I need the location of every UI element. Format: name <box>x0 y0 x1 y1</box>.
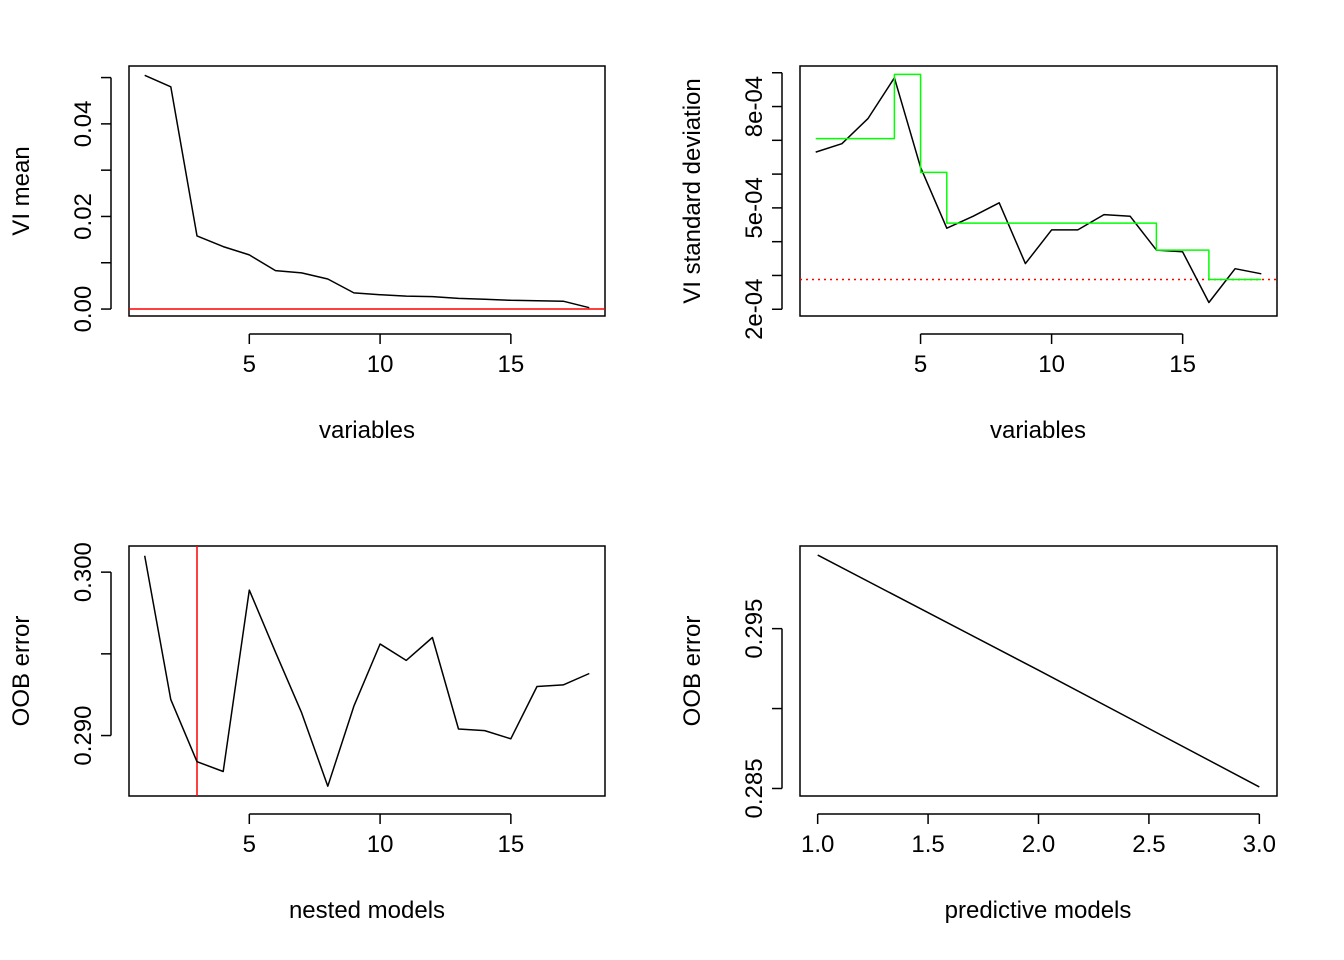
y-axis-label: VI standard deviation <box>679 78 706 303</box>
series-line <box>143 555 590 787</box>
step-series-line <box>815 73 1262 281</box>
x-tick-label: 15 <box>1169 351 1196 378</box>
x-tick-label: 2.0 <box>1022 831 1055 858</box>
y-axis-label: OOB error <box>679 616 706 727</box>
x-tick-label: 15 <box>497 831 524 858</box>
axis-ticks: 5 10 15 2e-04 5e-04 8e-04 <box>741 72 1196 378</box>
series-line <box>817 554 1260 788</box>
axis-ticks: 5 10 15 0.290 0.300 <box>70 542 524 858</box>
y-axis-label: OOB error <box>8 616 35 727</box>
y-tick-label: 0.02 <box>70 193 97 240</box>
x-tick-label: 3.0 <box>1243 831 1276 858</box>
y-tick-label: 0.290 <box>70 706 97 766</box>
axis-ticks: 1.0 1.5 2.0 2.5 3.0 0.285 0.295 <box>741 599 1276 858</box>
panel-nested-models-oob-error: 5 10 15 0.290 0.300 nested models OOB error <box>8 542 606 924</box>
y-axis-label: VI mean <box>8 146 35 235</box>
series-line <box>144 74 590 309</box>
data-marks <box>129 74 605 310</box>
series-line <box>815 77 1262 304</box>
x-tick-label: 5 <box>243 351 256 378</box>
y-tick-label: 5e-04 <box>741 177 768 238</box>
x-tick-label: 5 <box>243 831 256 858</box>
x-tick-label: 5 <box>914 351 927 378</box>
y-tick-label: 2e-04 <box>741 279 768 340</box>
plot-frame <box>799 545 1278 797</box>
x-axis-label: nested models <box>289 897 445 924</box>
y-tick-label: 8e-04 <box>741 76 768 137</box>
x-tick-label: 2.5 <box>1132 831 1165 858</box>
y-tick-label: 0.295 <box>741 599 768 659</box>
data-marks <box>800 73 1277 304</box>
x-tick-label: 10 <box>367 831 394 858</box>
plot-frame <box>128 65 606 317</box>
panel-vi-standard-deviation: 5 10 15 2e-04 5e-04 8e-04 variables VI standa… <box>679 65 1278 444</box>
plot-frame <box>128 545 606 797</box>
x-axis-label: variables <box>990 417 1086 444</box>
x-tick-label: 10 <box>367 351 394 378</box>
data-marks <box>143 546 590 796</box>
y-tick-label: 0.285 <box>741 758 768 818</box>
panel-vi-mean: 5 10 15 0.00 0.02 0.04 variables VI mean <box>8 65 606 444</box>
x-tick-label: 1.5 <box>911 831 944 858</box>
x-tick-label: 10 <box>1038 351 1065 378</box>
x-tick-label: 1.0 <box>801 831 834 858</box>
y-tick-label: 0.00 <box>70 286 97 333</box>
x-axis-label: predictive models <box>945 897 1132 924</box>
plot-frame <box>799 65 1278 317</box>
x-tick-label: 15 <box>497 351 524 378</box>
axis-ticks: 5 10 15 0.00 0.02 0.04 <box>70 76 524 378</box>
y-tick-label: 0.300 <box>70 542 97 602</box>
data-marks <box>817 554 1260 788</box>
y-tick-label: 0.04 <box>70 101 97 148</box>
x-axis-label: variables <box>319 417 415 444</box>
panel-predictive-models-oob-error: 1.0 1.5 2.0 2.5 3.0 0.285 0.295 predictive mod… <box>679 545 1278 924</box>
